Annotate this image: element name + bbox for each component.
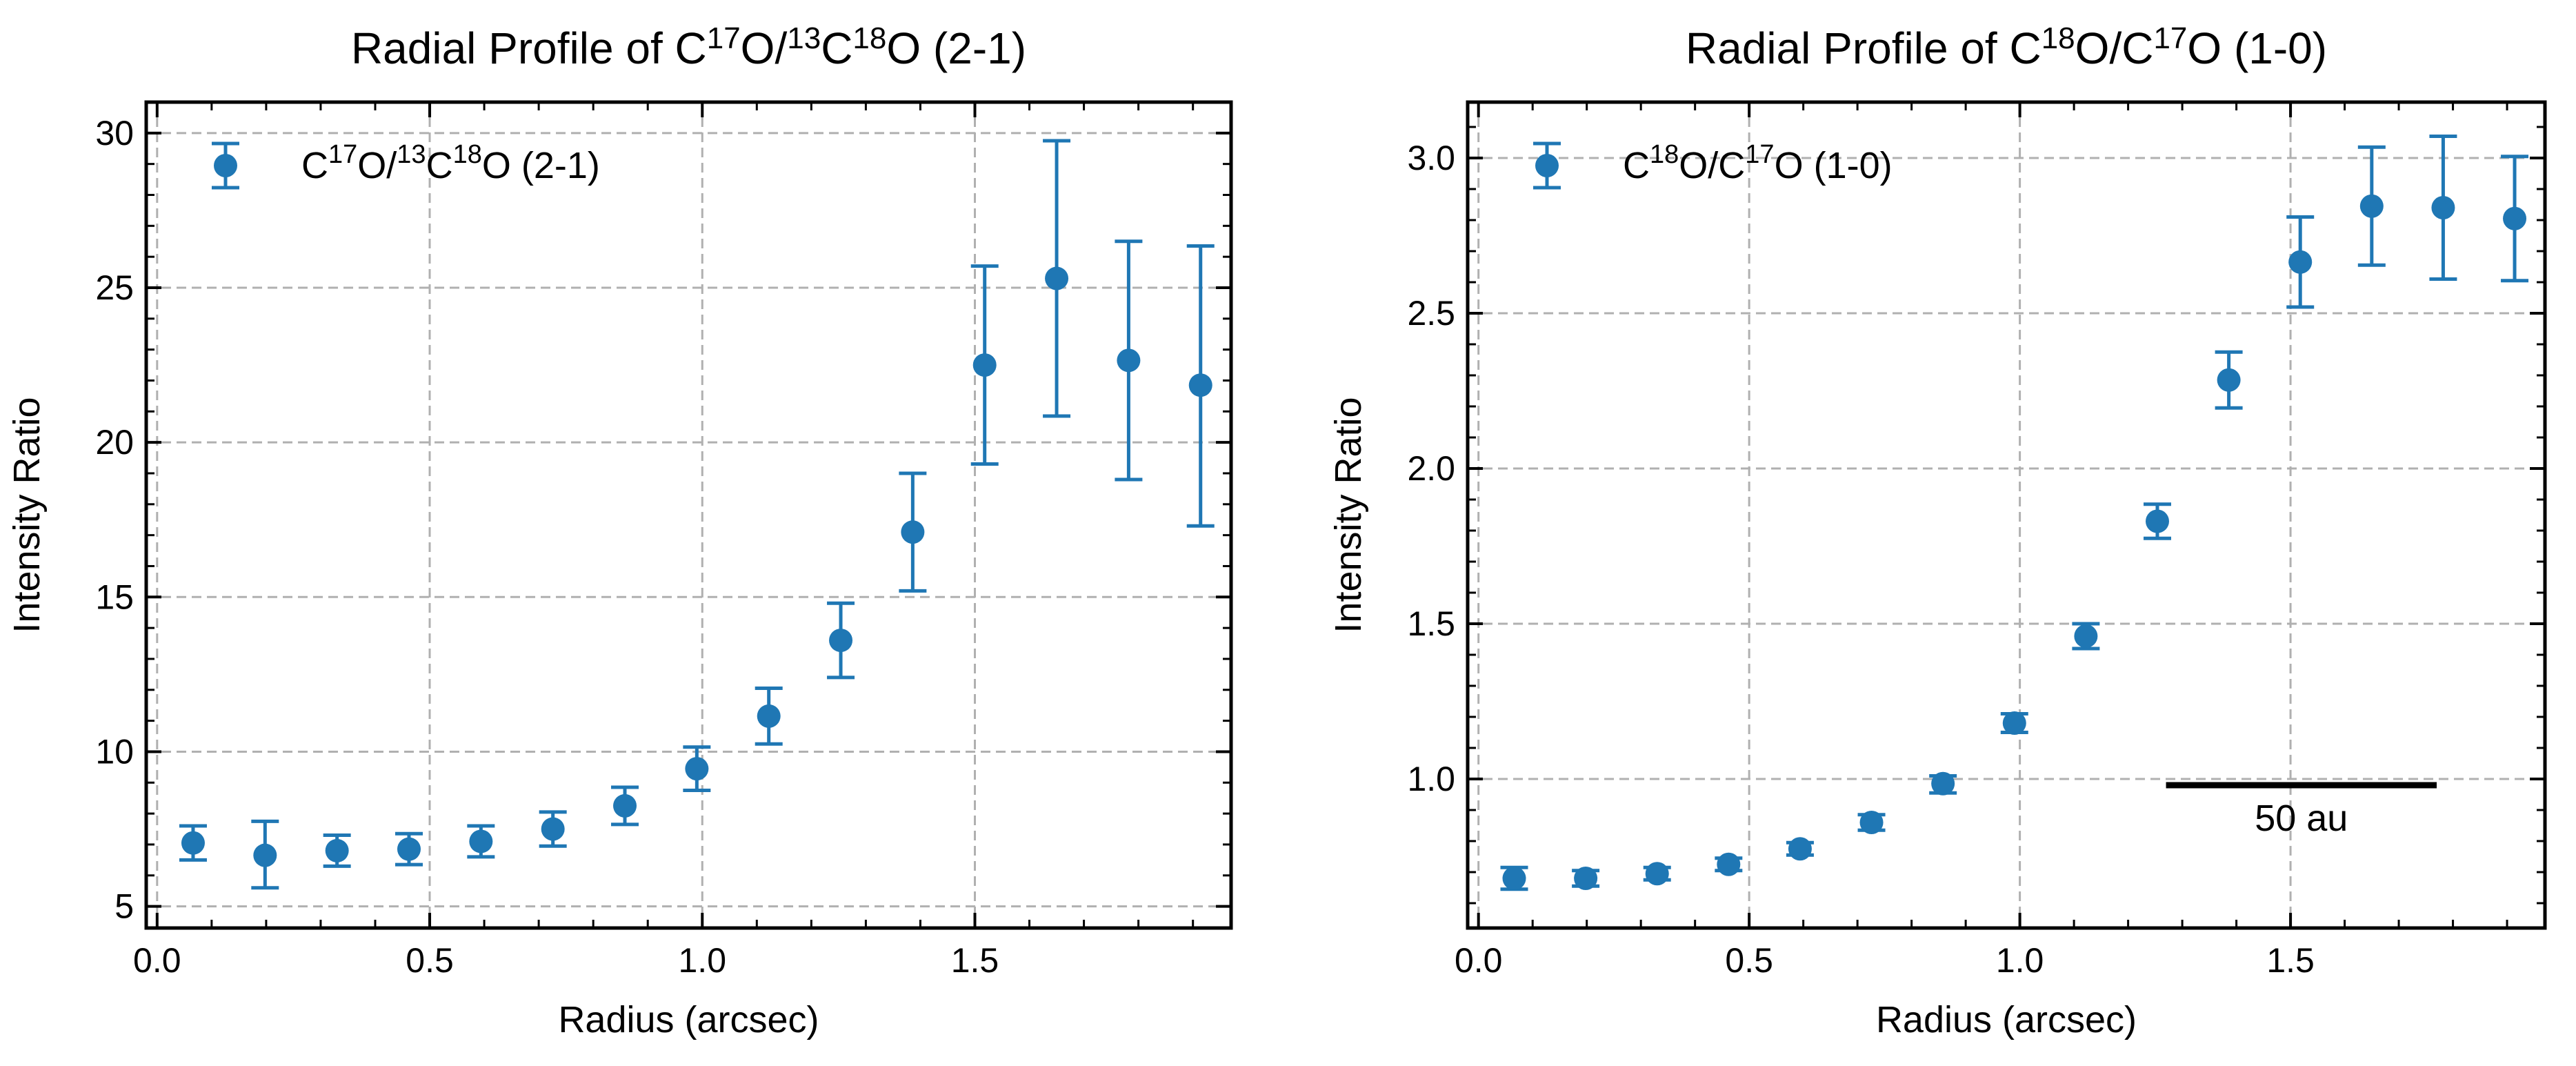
data-point — [253, 843, 277, 867]
text-part: Radial Profile of C — [351, 23, 707, 73]
superscript: 17 — [2153, 21, 2187, 55]
data-point — [2431, 196, 2455, 219]
text-part: O/C — [1679, 145, 1745, 186]
data-point — [1931, 771, 1955, 796]
x-tick-label: 0.0 — [1455, 941, 1503, 980]
right-chart-panel: 0.0 0.5 1.0 1.5 1.0 1.5 2.0 2.5 3.0 Radial Profil… — [1328, 21, 2547, 1040]
scale-bar-label: 50 au — [2255, 798, 2348, 839]
text-part: C — [426, 145, 453, 186]
data-point — [181, 831, 205, 855]
data-point — [829, 629, 853, 653]
y-tick-label: 2.5 — [1407, 294, 1455, 333]
data-point — [1717, 852, 1741, 876]
y-tick-label: 15 — [95, 578, 134, 616]
text-part: C — [301, 145, 328, 186]
x-tick-label: 1.0 — [679, 941, 727, 980]
y-tick-label: 5 — [114, 887, 134, 926]
data-point — [685, 757, 709, 781]
data-point — [397, 837, 421, 861]
x-tick-label: 1.5 — [2266, 941, 2315, 980]
superscript: 18 — [852, 21, 886, 55]
superscript: 17 — [328, 140, 357, 169]
x-axis-label: Radius (arcsec) — [1876, 999, 2137, 1040]
data-point — [325, 838, 349, 862]
chart-title: Radial Profile of C17O/13C18O (2-1) — [351, 21, 1026, 73]
text-part: O/ — [741, 23, 788, 73]
y-tick-label: 2.0 — [1407, 449, 1455, 488]
y-tick-label: 30 — [95, 114, 134, 152]
data-point — [541, 817, 565, 841]
plot-frame — [1466, 100, 2547, 930]
superscript: 18 — [2041, 21, 2075, 55]
plot-frame — [144, 100, 1233, 930]
superscript: 18 — [1650, 140, 1679, 169]
y-axis-label: Intensity Ratio — [6, 397, 48, 633]
legend-marker — [214, 154, 237, 177]
y-tick-label: 10 — [95, 732, 134, 771]
data-point — [469, 829, 493, 853]
text-part: O (1-0) — [2187, 23, 2327, 73]
data-point — [1045, 266, 1069, 290]
data-point — [1788, 837, 1812, 861]
x-tick-label: 0.0 — [133, 941, 181, 980]
data-point — [2359, 194, 2384, 218]
superscript: 17 — [707, 21, 741, 55]
text-part: Radial Profile of C — [1686, 23, 2041, 73]
data-point — [2002, 711, 2026, 735]
y-tick-label: 1.0 — [1407, 760, 1455, 798]
data-point — [2074, 624, 2098, 648]
data-point — [2145, 509, 2169, 533]
text-part: O/C — [2075, 23, 2154, 73]
data-point — [1188, 373, 1212, 397]
data-point — [972, 353, 997, 377]
x-tick-label: 0.5 — [406, 941, 454, 980]
data-point — [1859, 811, 1884, 834]
legend-label: C17O/13C18O (2-1) — [301, 140, 600, 186]
y-tick-label: 20 — [95, 423, 134, 462]
x-tick-label: 0.5 — [1725, 941, 1773, 980]
x-axis-label: Radius (arcsec) — [558, 999, 819, 1040]
superscript: 17 — [1745, 140, 1774, 169]
data-point — [2503, 206, 2527, 230]
text-part: O (1-0) — [1775, 145, 1893, 186]
data-point — [1574, 867, 1598, 890]
data-point — [1645, 862, 1669, 886]
superscript: 13 — [787, 21, 821, 55]
chart-title: Radial Profile of C18O/C17O (1-0) — [1686, 21, 2327, 73]
data-point — [613, 793, 637, 818]
text-part: O/ — [357, 145, 397, 186]
x-tick-label: 1.0 — [1996, 941, 2044, 980]
y-axis-label: Intensity Ratio — [1328, 397, 1369, 633]
text-part: O (2-1) — [886, 23, 1026, 73]
data-point — [1502, 867, 1526, 890]
data-point — [2217, 368, 2241, 392]
legend-marker — [1535, 154, 1559, 177]
text-part: C — [821, 23, 852, 73]
legend-label: C18O/C17O (1-0) — [1623, 140, 1893, 186]
left-chart-panel: 0.0 0.5 1.0 1.5 5 10 15 20 25 30 Radial Profile of… — [6, 21, 1233, 1040]
y-tick-label: 1.5 — [1407, 604, 1455, 643]
text-part: O (2-1) — [482, 145, 600, 186]
data-point — [901, 520, 925, 544]
superscript: 13 — [397, 140, 426, 169]
text-part: C — [1623, 145, 1650, 186]
data-point — [1117, 348, 1141, 373]
y-tick-label: 25 — [95, 268, 134, 307]
y-tick-label: 3.0 — [1407, 139, 1455, 177]
data-point — [2288, 250, 2313, 274]
data-point — [757, 704, 781, 728]
superscript: 18 — [453, 140, 482, 169]
x-tick-label: 1.5 — [951, 941, 999, 980]
